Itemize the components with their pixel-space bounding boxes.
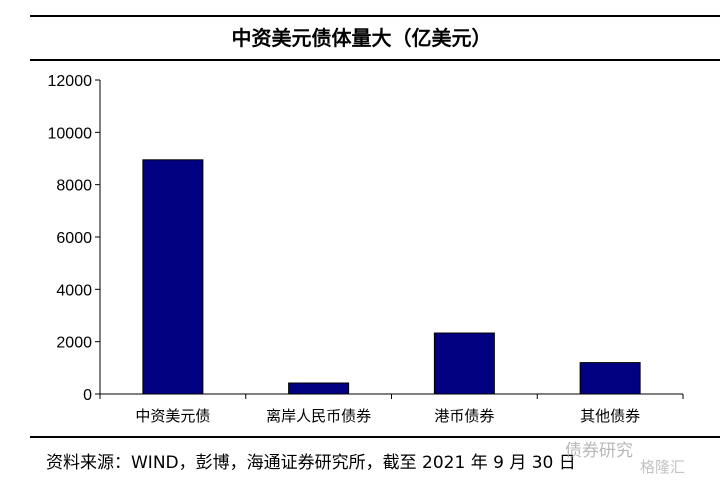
x-tick-label: 港币债券: [434, 407, 494, 425]
bar: [288, 382, 350, 395]
chart-title: 中资美元债体量大（亿美元）: [231, 26, 492, 50]
footer-rule: [30, 436, 720, 438]
x-tick-label: 其他债券: [580, 407, 640, 425]
y-tick-label: 8000: [56, 178, 92, 195]
watermark-logo: 格隆汇: [640, 458, 686, 476]
bar: [579, 362, 641, 395]
bar: [142, 159, 204, 395]
y-tick-label: 6000: [56, 230, 92, 247]
x-tick-label: 离岸人民币债券: [266, 407, 371, 425]
x-tick-label: 中资美元债: [135, 407, 210, 425]
y-tick-label: 4000: [56, 282, 92, 299]
source-note: 资料来源：WIND，彭博，海通证券研究所，截至 2021 年 9 月 30 日: [46, 453, 576, 473]
title-rule: [30, 59, 720, 61]
watermark-text: 债券研究: [565, 441, 633, 461]
y-tick-label: 2000: [56, 335, 92, 352]
y-tick-label: 10000: [48, 125, 93, 142]
bar: [433, 332, 495, 395]
y-tick-label: 0: [83, 387, 92, 404]
top-rule: [30, 15, 720, 17]
y-tick-label: 12000: [48, 73, 93, 90]
